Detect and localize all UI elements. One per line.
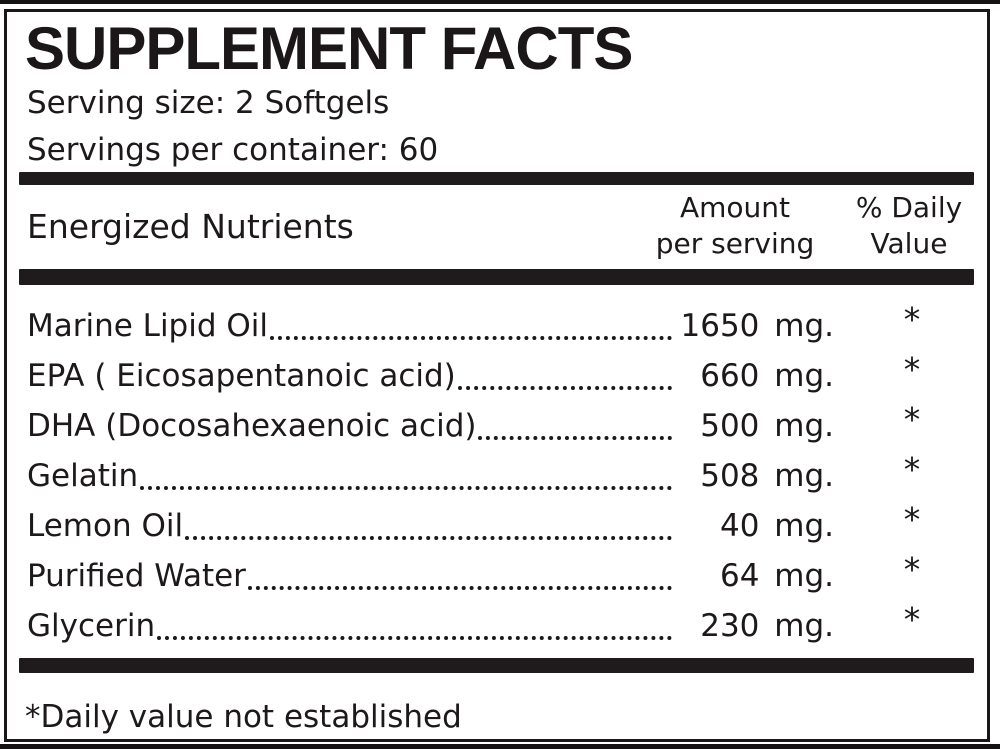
nutrient-row: Lemon Oil 40 mg. * <box>27 501 974 551</box>
nutrient-amount: 508 mg. <box>700 458 834 494</box>
nutrient-amount: 230 mg. <box>700 608 834 644</box>
nutrient-daily-value: * <box>903 350 921 389</box>
nutrient-daily-value: * <box>903 500 921 539</box>
nutrient-daily-value: * <box>903 600 921 639</box>
nutrient-name: Purified Water <box>27 558 246 594</box>
amount-header-line1: Amount <box>679 191 791 224</box>
amount-header-line2: per serving <box>655 227 815 260</box>
nutrient-row: DHA (Docosahexaenoic acid) 500 mg. * <box>27 401 974 451</box>
column-header-row: Energized Nutrients Amount per serving %… <box>27 189 974 263</box>
nutrient-row: EPA ( Eicosapentanoic acid) 660 mg. * <box>27 351 974 401</box>
servings-per-container-text: Servings per container: 60 <box>27 132 439 168</box>
nutrient-name: Lemon Oil <box>27 508 184 544</box>
nutrient-daily-value: * <box>903 300 921 339</box>
nutrient-name: EPA ( Eicosapentanoic acid) <box>27 358 456 394</box>
dot-leader <box>478 436 672 440</box>
amount-column-header: Amount per serving <box>640 190 830 262</box>
dot-leader <box>270 336 672 340</box>
dot-leader <box>457 386 672 390</box>
separator-bar-top <box>19 172 974 185</box>
nutrient-name: Glycerin <box>27 608 156 644</box>
value-column-headers: Amount per serving % Daily Value <box>640 190 974 262</box>
nutrient-name: Marine Lipid Oil <box>27 308 269 344</box>
serving-size-text: Serving size: 2 Softgels <box>27 85 390 121</box>
nutrient-amount: 1650 mg. <box>680 308 834 344</box>
nutrient-daily-value: * <box>903 400 921 439</box>
daily-value-header-line1: % Daily <box>855 191 963 224</box>
nutrient-name: DHA (Docosahexaenoic acid) <box>27 408 477 444</box>
dot-leader <box>185 536 672 540</box>
top-edge-line <box>0 0 1000 4</box>
daily-value-column-header: % Daily Value <box>844 190 974 262</box>
supplement-facts-panel: SUPPLEMENT FACTS Serving size: 2 Softgel… <box>4 9 990 742</box>
nutrient-row: Glycerin 230 mg. * <box>27 601 974 651</box>
nutrient-row: Purified Water 64 mg. * <box>27 551 974 601</box>
panel-title: SUPPLEMENT FACTS <box>25 15 633 82</box>
separator-bar-header <box>19 269 974 285</box>
nutrient-row: Gelatin 508 mg. * <box>27 451 974 501</box>
nutrients-column-header: Energized Nutrients <box>27 206 354 246</box>
nutrient-amount: 660 mg. <box>700 358 834 394</box>
dot-leader <box>140 486 672 490</box>
footnote-text: *Daily value not established <box>25 699 462 735</box>
daily-value-header-line2: Value <box>870 227 948 260</box>
bottom-edge-line <box>0 744 1000 749</box>
nutrient-daily-value: * <box>903 550 921 589</box>
nutrient-row: Marine Lipid Oil 1650 mg. * <box>27 301 974 351</box>
nutrient-amount: 64 mg. <box>719 558 834 594</box>
nutrient-name: Gelatin <box>27 458 139 494</box>
separator-bar-bottom <box>19 658 974 673</box>
dot-leader <box>247 586 672 590</box>
nutrient-daily-value: * <box>903 450 921 489</box>
nutrient-amount: 500 mg. <box>700 408 834 444</box>
dot-leader <box>157 636 672 640</box>
nutrient-amount: 40 mg. <box>719 508 834 544</box>
nutrient-rows: Marine Lipid Oil 1650 mg. * EPA ( Eicosa… <box>27 301 974 651</box>
